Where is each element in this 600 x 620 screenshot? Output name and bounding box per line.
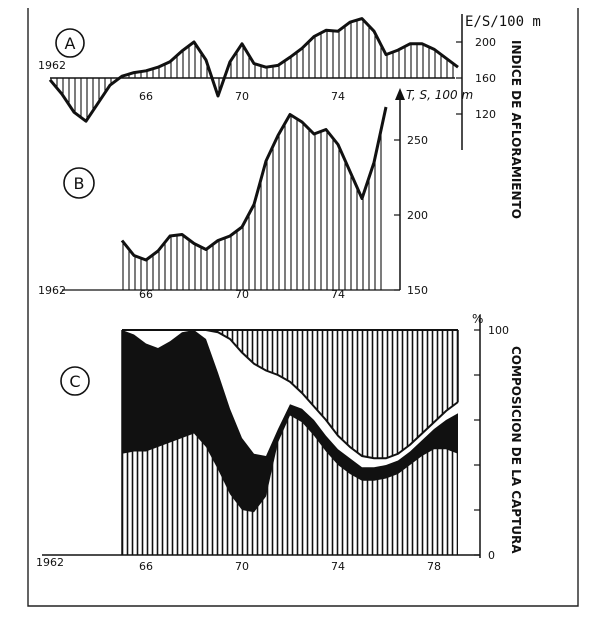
panel-c-y-ticks: 100 0 bbox=[474, 324, 509, 562]
panel-b-label: B bbox=[74, 174, 85, 193]
panel-b-y-tick-label: 250 bbox=[407, 134, 428, 147]
panel-b-unit-label: T, S, 100 m bbox=[406, 88, 473, 102]
panel-c-side-label: COMPOSICION DE LA CAPTURA bbox=[509, 346, 523, 554]
panel-a-series bbox=[48, 17, 459, 123]
panel-b-series bbox=[120, 106, 388, 290]
panel-a-unit-label: E/S/100 m bbox=[465, 14, 541, 30]
panel-a-y-tick-label: 160 bbox=[475, 72, 496, 85]
panel-b-x-tick-label: 66 bbox=[139, 288, 153, 301]
panel-c-label: C bbox=[69, 372, 80, 391]
panel-b-area bbox=[122, 107, 386, 290]
panel-c-y-unit: % bbox=[472, 312, 483, 326]
panel-c-hatched-band bbox=[122, 415, 458, 555]
panel-b-y-tick-label: 150 bbox=[407, 284, 428, 297]
panel-a-side-label: INDICE DE AFLORAMIENTO bbox=[509, 40, 523, 219]
panel-c-x-tick-label: 78 bbox=[427, 560, 441, 573]
panel-c-x-tick-label: 74 bbox=[331, 560, 345, 573]
panel-b-x-ticks: 66 70 74 bbox=[139, 288, 345, 301]
panel-a-x-tick-label: 66 bbox=[139, 90, 153, 103]
panel-b-x-tick-label: 74 bbox=[331, 288, 345, 301]
panel-a-area bbox=[50, 18, 458, 122]
panel-b-label-circle bbox=[63, 167, 95, 199]
panel-a-label: A bbox=[65, 34, 76, 53]
panel-c-series bbox=[121, 329, 459, 555]
panel-c-x-tick-label: 66 bbox=[139, 560, 153, 573]
panel-b-line bbox=[120, 106, 388, 262]
panel-c-start-year: 1962 bbox=[36, 556, 64, 569]
panel-a: 200 160 120 66 70 74 A 1962 E/S/100 m INDICE… bbox=[38, 14, 541, 219]
panel-a-y-tick-label: 120 bbox=[475, 108, 496, 121]
panel-a-y-ticks: 200 160 120 bbox=[456, 36, 496, 121]
panel-b-y-axis-arrow bbox=[395, 88, 405, 100]
panel-c-x-ticks: 66 70 74 78 bbox=[139, 560, 441, 573]
panel-b-start-year: 1962 bbox=[38, 284, 66, 297]
panel-a-y-tick-label: 200 bbox=[475, 36, 496, 49]
panel-c-y-tick-label: 100 bbox=[488, 324, 509, 337]
panel-a-x-ticks: 66 70 74 bbox=[139, 90, 345, 103]
figure-frame bbox=[27, 8, 579, 607]
panel-b-y-tick-label: 200 bbox=[407, 209, 428, 222]
panel-b-x-tick-label: 70 bbox=[235, 288, 249, 301]
panel-b-y-ticks: 250 200 150 bbox=[394, 134, 428, 297]
panel-a-x-tick-label: 70 bbox=[235, 90, 249, 103]
panel-c-x-tick-label: 70 bbox=[235, 560, 249, 573]
panel-a-line bbox=[48, 17, 459, 123]
panel-a-label-circle bbox=[55, 28, 85, 58]
panel-c: 100 0 66 70 74 78 C 1962 % COMPOSICION DE LA… bbox=[36, 312, 523, 573]
panel-b: 250 200 150 66 70 74 B 1962 T, S, 100 m bbox=[38, 88, 473, 301]
panel-a-x-tick-label: 74 bbox=[331, 90, 345, 103]
panel-a-start-year: 1962 bbox=[38, 59, 66, 72]
panel-c-label-circle bbox=[60, 366, 90, 396]
panel-c-y-tick-label: 0 bbox=[488, 549, 495, 562]
